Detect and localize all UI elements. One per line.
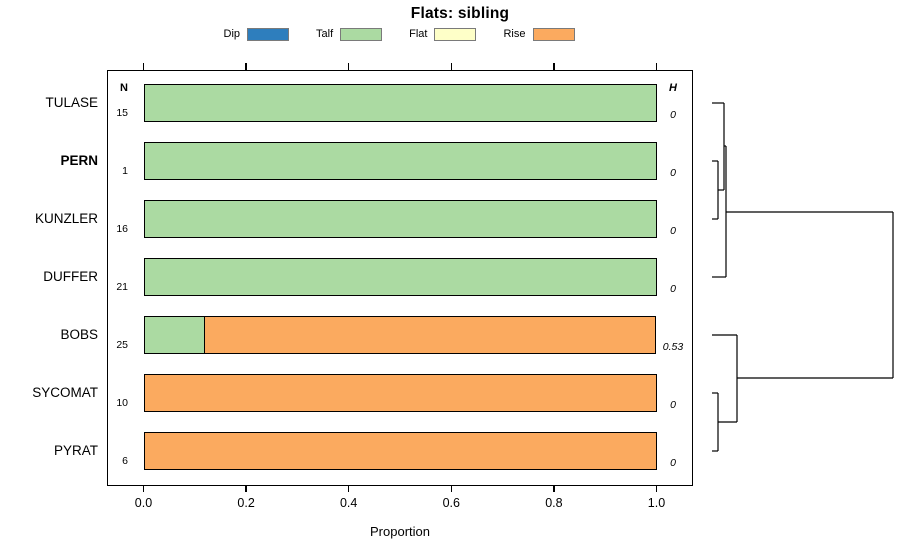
- stacked-bar-kunzler: [143, 200, 657, 238]
- legend-label: Dip: [223, 28, 241, 40]
- x-axis-tick-top: [450, 63, 453, 70]
- legend-label: Flat: [409, 28, 428, 40]
- x-axis-tick-top: [553, 63, 555, 70]
- legend-label: Rise: [503, 28, 526, 40]
- plot-area: [107, 70, 693, 486]
- n-column-header: N: [120, 82, 128, 94]
- h-value: 0.53: [662, 341, 684, 353]
- h-value: 0: [670, 283, 676, 295]
- stacked-bar-pern: [143, 142, 657, 180]
- chart-title: Flats: sibling: [410, 5, 510, 22]
- bar-segment-talf: [143, 316, 206, 354]
- h-value: 0: [670, 167, 676, 179]
- legend-item-dip: Dip: [223, 27, 290, 41]
- x-axis-tick-label: 1.0: [647, 496, 666, 510]
- legend-item-flat: Flat: [409, 27, 477, 41]
- x-axis-tick-bottom: [655, 486, 658, 492]
- n-value: 1: [122, 165, 128, 177]
- bar-segment-talf: [143, 200, 657, 238]
- n-value: 10: [116, 397, 128, 409]
- bar-segment-talf: [143, 84, 657, 122]
- bar-segment-talf: [143, 258, 657, 296]
- x-axis-tick-bottom: [142, 486, 145, 492]
- x-axis-tick-bottom: [245, 486, 247, 492]
- x-axis-tick-label: 0.6: [442, 496, 460, 510]
- x-axis-title: Proportion: [370, 524, 430, 539]
- x-axis-tick-label: 0.8: [545, 496, 563, 510]
- category-label-pyrat: PYRAT: [53, 443, 98, 458]
- stacked-bar-bobs: [143, 316, 657, 354]
- x-axis-tick-top: [347, 63, 350, 70]
- x-axis-tick-top: [142, 63, 145, 70]
- h-value: 0: [670, 457, 676, 469]
- h-value: 0: [670, 109, 676, 121]
- bar-segment-rise: [143, 374, 657, 412]
- legend-swatch-rise: [532, 27, 575, 41]
- category-label-duffer: DUFFER: [43, 269, 98, 284]
- legend-swatch-flat: [434, 27, 477, 41]
- x-axis-tick-bottom: [450, 486, 453, 492]
- bar-segment-talf: [143, 142, 657, 180]
- legend-label: Talf: [316, 28, 334, 40]
- n-value: 15: [116, 107, 128, 119]
- legend-swatch-dip: [247, 27, 290, 41]
- x-axis-tick-label: 0.4: [339, 496, 358, 510]
- x-axis-tick-top: [655, 63, 658, 70]
- x-axis-tick-label: 0.0: [134, 496, 153, 510]
- x-axis-tick-label: 0.2: [237, 496, 255, 510]
- n-value: 6: [122, 455, 128, 467]
- h-column-header: H: [669, 82, 677, 94]
- n-value: 21: [116, 281, 128, 293]
- h-value: 0: [670, 399, 676, 411]
- stacked-bar-pyrat: [143, 432, 657, 470]
- category-label-pern: PERN: [60, 153, 98, 168]
- stacked-bar-duffer: [143, 258, 657, 296]
- stacked-bar-tulase: [143, 84, 657, 122]
- legend-swatch-talf: [340, 27, 383, 41]
- x-axis-tick-bottom: [553, 486, 555, 492]
- n-value: 16: [116, 223, 128, 235]
- n-value: 25: [116, 339, 128, 351]
- bar-segment-rise: [143, 432, 657, 470]
- legend-item-rise: Rise: [503, 27, 575, 41]
- category-label-sycomat: SYCOMAT: [32, 385, 98, 400]
- legend: Dip Talf Flat Rise: [0, 25, 798, 43]
- category-label-bobs: BOBS: [60, 327, 98, 342]
- legend-item-talf: Talf: [316, 27, 383, 41]
- x-axis-tick-top: [245, 63, 247, 70]
- category-label-tulase: TULASE: [45, 95, 98, 110]
- category-label-kunzler: KUNZLER: [34, 211, 98, 226]
- h-value: 0: [670, 225, 676, 237]
- bar-segment-rise: [205, 316, 657, 354]
- x-axis-tick-bottom: [347, 486, 350, 492]
- stacked-bar-sycomat: [143, 374, 657, 412]
